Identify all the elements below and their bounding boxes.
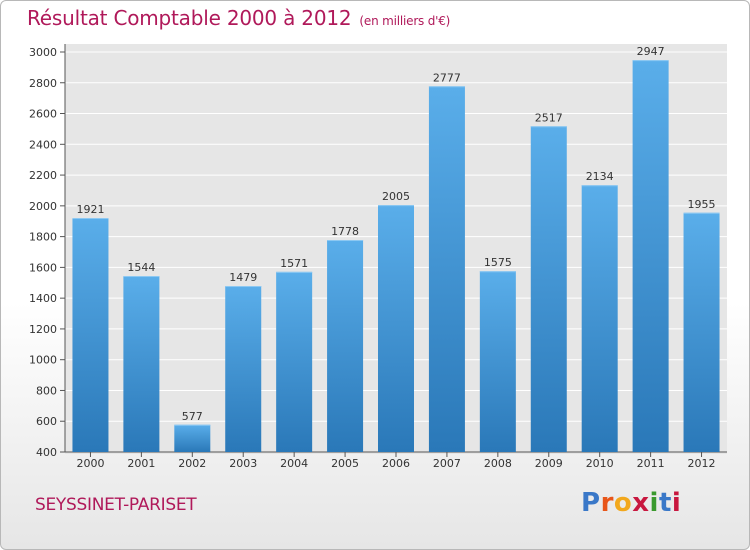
data-label-2008: 1575: [484, 256, 512, 269]
bar-2002: [174, 424, 211, 452]
y-tick-label: 600: [36, 415, 57, 428]
y-tick-label: 3000: [29, 46, 57, 59]
data-label-2011: 2947: [637, 45, 665, 58]
logo-letter: i: [649, 488, 659, 518]
logo-letter: P: [581, 488, 601, 518]
data-label-2010: 2134: [586, 170, 614, 183]
x-tick-label-2002: 2002: [178, 457, 206, 470]
x-tick-label-2012: 2012: [688, 457, 716, 470]
data-label-2000: 1921: [76, 203, 104, 216]
bar-2003: [225, 286, 262, 452]
bar-2008: [479, 271, 516, 452]
y-tick-label: 800: [36, 384, 57, 397]
x-tick-label-2007: 2007: [433, 457, 461, 470]
proxiti-logo: Proxiti: [581, 488, 681, 518]
y-tick-label: 2600: [29, 108, 57, 121]
data-label-2009: 2517: [535, 111, 563, 124]
chart-unit-label: (en milliers d'€): [359, 14, 451, 28]
data-label-2005: 1778: [331, 225, 359, 238]
bar-2010: [581, 185, 618, 452]
plot-area: 400 600 800 1000 1200 1400 1600 1800 2000 2200 240…: [29, 44, 727, 470]
y-tick-label: 1000: [29, 354, 57, 367]
x-tick-label-2000: 2000: [76, 457, 104, 470]
commune-name: SEYSSINET-PARISET: [35, 495, 197, 515]
logo-letter: o: [613, 488, 633, 518]
x-tick-label-2008: 2008: [484, 457, 512, 470]
data-label-2003: 1479: [229, 271, 257, 284]
x-tick-label-2006: 2006: [382, 457, 410, 470]
logo-letter: t: [658, 488, 672, 518]
x-tick-label-2010: 2010: [586, 457, 614, 470]
data-label-2006: 2005: [382, 190, 410, 203]
y-tick-label: 2200: [29, 169, 57, 182]
bar-2000: [72, 218, 109, 452]
data-label-2004: 1571: [280, 257, 308, 270]
bar-2012: [683, 212, 720, 452]
bar-2001: [123, 276, 160, 452]
bar-2007: [428, 86, 465, 453]
bar-2011: [632, 60, 669, 453]
y-tick-label: 1800: [29, 231, 57, 244]
y-tick-label: 2800: [29, 77, 57, 90]
y-tick-label: 400: [36, 446, 57, 459]
logo-letter: r: [600, 488, 614, 518]
bar-2004: [276, 271, 313, 452]
x-tick-label-2003: 2003: [229, 457, 257, 470]
x-tick-label-2001: 2001: [127, 457, 155, 470]
y-tick-label: 1400: [29, 292, 57, 305]
chart-title: Résultat Comptable 2000 à 2012 (en millie…: [27, 6, 450, 30]
x-tick-label-2009: 2009: [535, 457, 563, 470]
logo-letter: i: [671, 488, 682, 518]
chart-title-text: Résultat Comptable 2000 à 2012: [27, 6, 352, 30]
data-label-2001: 1544: [127, 261, 155, 274]
x-tick-label-2011: 2011: [637, 457, 665, 470]
data-label-2002: 577: [182, 410, 203, 423]
bar-2005: [327, 240, 364, 452]
y-tick-label: 2000: [29, 200, 57, 213]
y-tick-label: 2400: [29, 138, 57, 151]
data-label-2012: 1955: [688, 198, 716, 211]
x-tick-label-2004: 2004: [280, 457, 308, 470]
x-tick-label-2005: 2005: [331, 457, 359, 470]
bar-2009: [530, 126, 567, 453]
data-label-2007: 2777: [433, 71, 461, 84]
logo-letter: x: [632, 488, 650, 518]
bar-2006: [378, 205, 414, 452]
y-tick-label: 1600: [29, 261, 57, 274]
y-tick-label: 1200: [29, 323, 57, 336]
